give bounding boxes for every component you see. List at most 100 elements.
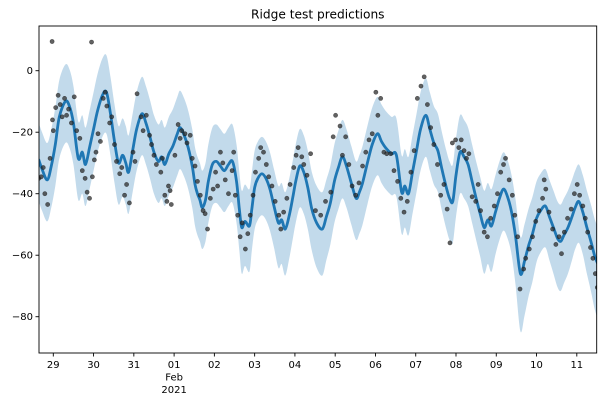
scatter-point	[291, 165, 297, 170]
scatter-point	[158, 169, 164, 175]
scatter-point	[404, 198, 410, 204]
scatter-point	[582, 215, 588, 221]
scatter-point	[506, 177, 512, 183]
scatter-point	[308, 151, 314, 157]
scatter-point	[167, 188, 173, 194]
chart-title: Ridge test predictions	[251, 8, 384, 22]
scatter-point	[509, 192, 515, 198]
scatter-point	[278, 226, 284, 232]
scatter-point	[127, 200, 132, 206]
scatter-point	[57, 102, 63, 107]
scatter-point	[109, 114, 115, 120]
scatter-point	[568, 206, 574, 212]
scatter-point	[79, 168, 85, 174]
scatter-point	[222, 177, 228, 183]
scatter-point	[134, 91, 140, 97]
scatter-point	[266, 174, 272, 180]
scatter-point	[585, 229, 591, 235]
scatter-point	[164, 198, 170, 204]
scatter-point	[541, 177, 547, 183]
scatter-point	[577, 192, 583, 198]
scatter-point	[543, 186, 549, 192]
scatter-point	[276, 212, 282, 218]
scatter-point	[512, 212, 518, 218]
scatter-point	[130, 149, 136, 155]
scatter-point	[100, 95, 106, 101]
scatter-point	[318, 212, 324, 218]
scatter-point	[346, 162, 352, 167]
scatter-point	[242, 246, 248, 252]
x-axis-year-label: 2021	[161, 385, 186, 396]
scatter-point	[168, 202, 174, 207]
scatter-point	[304, 172, 310, 178]
scatter-point	[172, 152, 178, 158]
x-axis-month-label: Feb	[165, 373, 183, 384]
scatter-point	[89, 174, 95, 180]
scatter-point	[521, 266, 527, 272]
x-tick-label: 31	[127, 360, 140, 371]
scatter-point	[523, 255, 529, 261]
scatter-point	[503, 155, 508, 161]
scatter-point	[107, 120, 113, 126]
scatter-point	[239, 220, 245, 226]
scatter-point	[333, 112, 338, 118]
scatter-point	[91, 157, 97, 163]
scatter-point	[343, 134, 349, 140]
scatter-point	[50, 117, 55, 123]
y-tick-label: −20	[12, 128, 33, 139]
scatter-point	[301, 162, 307, 167]
scatter-point	[213, 169, 218, 175]
scatter-points-layer	[39, 39, 597, 292]
scatter-point	[205, 226, 210, 232]
scatter-point	[353, 192, 359, 198]
scatter-point	[428, 125, 434, 130]
scatter-point	[461, 148, 467, 154]
scatter-point	[469, 194, 475, 200]
scatter-point	[132, 159, 138, 164]
x-tick-label: 02	[208, 360, 221, 371]
x-tick-label: 08	[450, 360, 463, 371]
scatter-point	[261, 149, 266, 155]
scatter-point	[187, 132, 193, 138]
scatter-point	[245, 231, 251, 237]
scatter-point	[235, 212, 241, 218]
scatter-point	[424, 102, 430, 107]
scatter-point	[258, 145, 264, 150]
scatter-point	[151, 152, 157, 158]
prediction-line	[39, 89, 597, 276]
scatter-point	[375, 112, 381, 118]
scatter-point	[39, 174, 44, 180]
scatter-point	[84, 189, 90, 195]
scatter-point	[184, 140, 190, 146]
scatter-point	[98, 139, 103, 144]
scatter-point	[40, 165, 46, 170]
scatter-point	[237, 234, 243, 240]
scatter-point	[263, 162, 269, 167]
scatter-point	[299, 154, 305, 160]
scatter-point	[64, 112, 69, 118]
scatter-point	[391, 168, 397, 174]
scatter-point	[53, 105, 59, 111]
scatter-point	[192, 163, 198, 169]
scatter-point	[363, 149, 369, 155]
scatter-point	[114, 159, 119, 164]
y-tick-label: −80	[12, 312, 33, 323]
scatter-point	[147, 132, 152, 138]
scatter-point	[215, 183, 220, 189]
scatter-point	[431, 142, 437, 147]
scatter-point	[153, 162, 159, 167]
scatter-point	[47, 155, 53, 161]
scatter-point	[384, 151, 390, 157]
x-tick-label: 07	[409, 360, 422, 371]
scatter-point	[143, 112, 149, 118]
scatter-point	[441, 182, 447, 187]
scatter-point	[124, 182, 129, 187]
scatter-point	[284, 195, 290, 201]
scatter-point	[281, 209, 287, 215]
scatter-point	[556, 234, 562, 240]
scatter-point	[140, 128, 146, 134]
scatter-point	[175, 122, 181, 127]
scatter-point	[530, 234, 535, 240]
